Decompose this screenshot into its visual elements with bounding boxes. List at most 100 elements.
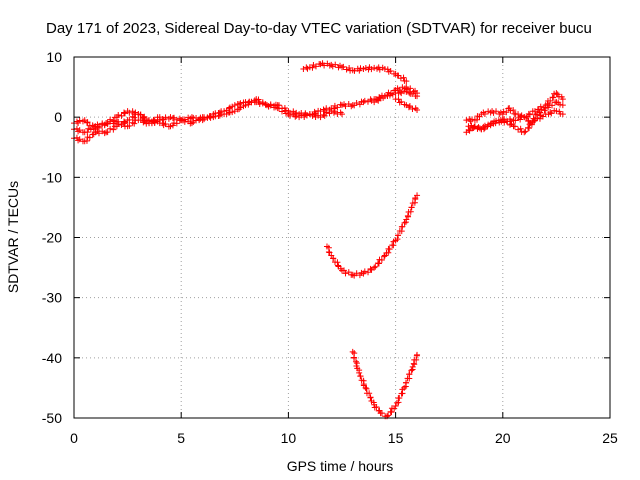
data-point: [517, 125, 524, 132]
data-point: [361, 268, 368, 275]
data-point: [471, 123, 478, 130]
data-point: [400, 74, 407, 81]
data-point: [394, 236, 401, 243]
data-point: [342, 270, 349, 277]
data-point: [89, 122, 96, 129]
data-point: [110, 117, 117, 124]
y-tick-label: 10: [46, 49, 62, 65]
data-point: [391, 405, 398, 412]
data-point: [188, 120, 195, 127]
data-point: [414, 192, 421, 199]
data-point: [396, 86, 403, 93]
data-point: [181, 118, 188, 125]
data-point: [375, 260, 382, 267]
data-point: [387, 67, 394, 74]
series-track-1: [71, 88, 421, 136]
data-point: [532, 111, 539, 118]
data-point: [348, 103, 355, 110]
data-point: [110, 126, 117, 133]
data-point: [403, 78, 410, 85]
data-point: [407, 85, 414, 92]
data-point: [395, 96, 402, 103]
data-point: [414, 90, 421, 97]
data-point: [361, 97, 368, 104]
data-point: [397, 75, 404, 82]
series-track-8: [463, 90, 566, 125]
data-point: [356, 369, 363, 376]
data-point: [330, 255, 337, 262]
data-point: [121, 109, 128, 116]
data-point: [321, 112, 328, 119]
data-point: [73, 125, 80, 132]
data-point: [156, 114, 163, 121]
data-point: [511, 123, 518, 130]
data-point: [312, 63, 319, 70]
y-tick-label: -10: [42, 169, 62, 185]
data-point: [557, 101, 564, 108]
data-point: [515, 111, 522, 118]
data-point: [396, 395, 403, 402]
data-point: [526, 125, 533, 132]
data-point: [398, 98, 405, 105]
x-tick-label: 0: [70, 430, 78, 446]
data-point: [207, 114, 214, 121]
y-tick-label: -20: [42, 230, 62, 246]
data-point: [368, 66, 375, 73]
data-point: [95, 124, 102, 131]
data-point: [366, 390, 373, 397]
series-track-5: [392, 96, 421, 113]
data-point: [342, 103, 349, 110]
data-point: [481, 111, 488, 118]
data-point: [286, 112, 293, 119]
data-point: [310, 61, 317, 68]
data-point: [321, 62, 328, 69]
data-point: [251, 97, 258, 104]
data-point: [357, 65, 364, 72]
data-point: [526, 111, 533, 118]
data-point: [531, 118, 538, 125]
data-point: [86, 134, 93, 141]
data-point: [115, 111, 122, 118]
data-point: [95, 130, 102, 137]
data-point: [118, 112, 125, 119]
data-point: [414, 351, 421, 358]
x-tick-label: 15: [388, 430, 404, 446]
data-point: [376, 407, 383, 414]
data-point: [372, 263, 379, 270]
data-point: [323, 109, 330, 116]
data-point: [126, 122, 133, 129]
data-point: [73, 118, 80, 125]
data-point: [141, 118, 148, 125]
data-point: [409, 363, 416, 370]
data-point: [73, 134, 80, 141]
data-point: [401, 85, 408, 92]
series-track-6: [300, 60, 410, 85]
data-point: [104, 129, 111, 136]
data-point: [262, 101, 269, 108]
data-point: [303, 112, 310, 119]
data-point: [510, 107, 517, 114]
data-point: [139, 115, 146, 122]
data-point: [231, 102, 238, 109]
data-point: [481, 122, 488, 129]
data-point: [517, 116, 524, 123]
data-point: [528, 121, 535, 128]
data-point: [395, 232, 402, 239]
data-point: [413, 356, 420, 363]
data-point: [466, 127, 473, 134]
data-point: [515, 126, 522, 133]
data-point: [150, 116, 157, 123]
data-point: [385, 412, 392, 419]
series-track-3: [71, 108, 163, 133]
data-point: [118, 121, 125, 128]
data-point: [151, 117, 158, 124]
data-point: [76, 117, 83, 124]
data-point: [301, 114, 308, 121]
data-point: [367, 265, 374, 272]
data-point: [549, 102, 556, 109]
data-point: [196, 117, 203, 124]
data-point: [334, 104, 341, 111]
data-point: [367, 394, 374, 401]
data-point: [381, 252, 388, 259]
